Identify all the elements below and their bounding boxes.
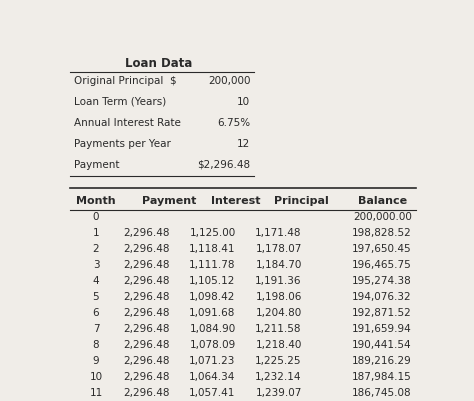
Text: 200,000.00: 200,000.00 bbox=[353, 212, 412, 222]
Text: 2,296.48: 2,296.48 bbox=[123, 292, 169, 302]
Text: 195,274.38: 195,274.38 bbox=[352, 276, 412, 286]
Text: 1,225.25: 1,225.25 bbox=[255, 356, 301, 366]
Text: Loan Data: Loan Data bbox=[125, 57, 192, 71]
Text: 9: 9 bbox=[93, 356, 99, 366]
Text: 191,659.94: 191,659.94 bbox=[352, 324, 412, 334]
Text: 7: 7 bbox=[93, 324, 99, 334]
Text: 190,441.54: 190,441.54 bbox=[352, 340, 412, 350]
Text: 197,650.45: 197,650.45 bbox=[352, 244, 412, 254]
Text: 5: 5 bbox=[93, 292, 99, 302]
Text: 1,191.36: 1,191.36 bbox=[255, 276, 301, 286]
Text: 1,198.06: 1,198.06 bbox=[255, 292, 301, 302]
Text: $2,296.48: $2,296.48 bbox=[197, 160, 250, 170]
Text: 6.75%: 6.75% bbox=[217, 118, 250, 128]
Text: Original Principal: Original Principal bbox=[74, 76, 164, 86]
Text: 2,296.48: 2,296.48 bbox=[123, 389, 169, 398]
Text: Month: Month bbox=[76, 196, 116, 207]
Text: 194,076.32: 194,076.32 bbox=[352, 292, 412, 302]
Text: 6: 6 bbox=[93, 308, 99, 318]
Text: Payments per Year: Payments per Year bbox=[74, 139, 171, 149]
Text: 2,296.48: 2,296.48 bbox=[123, 373, 169, 382]
Text: 1,239.07: 1,239.07 bbox=[255, 389, 301, 398]
Text: 3: 3 bbox=[93, 260, 99, 270]
Text: 10: 10 bbox=[90, 373, 102, 382]
Text: 2,296.48: 2,296.48 bbox=[123, 324, 169, 334]
Text: 187,984.15: 187,984.15 bbox=[352, 373, 412, 382]
Text: 4: 4 bbox=[93, 276, 99, 286]
Text: 2,296.48: 2,296.48 bbox=[123, 228, 169, 238]
Text: 1,098.42: 1,098.42 bbox=[189, 292, 236, 302]
Text: Interest: Interest bbox=[211, 196, 260, 207]
Text: Payment: Payment bbox=[74, 160, 119, 170]
Text: 196,465.75: 196,465.75 bbox=[352, 260, 412, 270]
Text: 1,084.90: 1,084.90 bbox=[189, 324, 236, 334]
Text: 1,204.80: 1,204.80 bbox=[255, 308, 301, 318]
Text: Loan Term (Years): Loan Term (Years) bbox=[74, 97, 166, 107]
Text: 10: 10 bbox=[237, 97, 250, 107]
Text: 1,071.23: 1,071.23 bbox=[189, 356, 236, 366]
Text: 11: 11 bbox=[90, 389, 102, 398]
Text: 1,232.14: 1,232.14 bbox=[255, 373, 301, 382]
Text: 2,296.48: 2,296.48 bbox=[123, 340, 169, 350]
Text: 2,296.48: 2,296.48 bbox=[123, 260, 169, 270]
Text: 1,064.34: 1,064.34 bbox=[189, 373, 236, 382]
Text: Annual Interest Rate: Annual Interest Rate bbox=[74, 118, 181, 128]
Text: 1,118.41: 1,118.41 bbox=[189, 244, 236, 254]
Text: 1,091.68: 1,091.68 bbox=[189, 308, 236, 318]
Text: 2,296.48: 2,296.48 bbox=[123, 244, 169, 254]
Text: Balance: Balance bbox=[358, 196, 407, 207]
Text: 2,296.48: 2,296.48 bbox=[123, 276, 169, 286]
Text: 2,296.48: 2,296.48 bbox=[123, 308, 169, 318]
Text: 192,871.52: 192,871.52 bbox=[352, 308, 412, 318]
Text: 1,184.70: 1,184.70 bbox=[255, 260, 301, 270]
Text: 1,125.00: 1,125.00 bbox=[189, 228, 236, 238]
Text: 2: 2 bbox=[93, 244, 99, 254]
Text: 1,111.78: 1,111.78 bbox=[189, 260, 236, 270]
Text: 1,057.41: 1,057.41 bbox=[189, 389, 236, 398]
Text: 200,000: 200,000 bbox=[208, 76, 250, 86]
Text: 1: 1 bbox=[93, 228, 99, 238]
Text: 198,828.52: 198,828.52 bbox=[352, 228, 412, 238]
Text: 1,171.48: 1,171.48 bbox=[255, 228, 301, 238]
Text: 1,211.58: 1,211.58 bbox=[255, 324, 301, 334]
Text: 189,216.29: 189,216.29 bbox=[352, 356, 412, 366]
Text: 1,078.09: 1,078.09 bbox=[189, 340, 236, 350]
Text: $: $ bbox=[169, 76, 176, 86]
Text: 2,296.48: 2,296.48 bbox=[123, 356, 169, 366]
Text: 186,745.08: 186,745.08 bbox=[352, 389, 412, 398]
Text: 1,105.12: 1,105.12 bbox=[189, 276, 236, 286]
Text: 1,178.07: 1,178.07 bbox=[255, 244, 301, 254]
Text: 12: 12 bbox=[237, 139, 250, 149]
Text: 1,218.40: 1,218.40 bbox=[255, 340, 301, 350]
Text: 0: 0 bbox=[93, 212, 99, 222]
Text: 8: 8 bbox=[93, 340, 99, 350]
Text: Payment: Payment bbox=[142, 196, 197, 207]
Text: Principal: Principal bbox=[274, 196, 329, 207]
